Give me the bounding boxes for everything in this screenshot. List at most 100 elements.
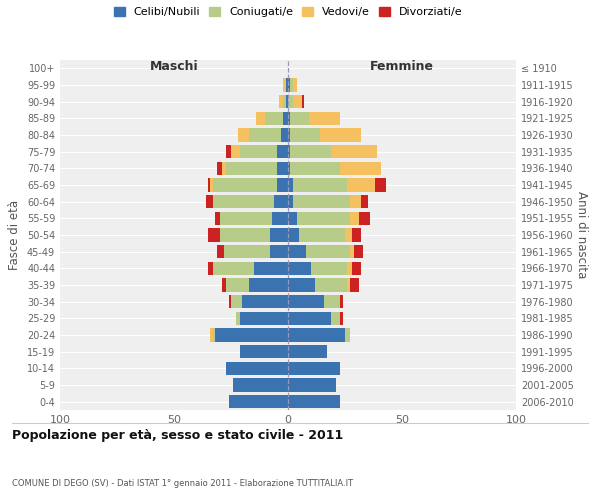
Text: COMUNE DI DEGO (SV) - Dati ISTAT 1° gennaio 2011 - Elaborazione TUTTITALIA.IT: COMUNE DI DEGO (SV) - Dati ISTAT 1° genn…: [12, 478, 353, 488]
Bar: [286, 95, 288, 108]
Bar: [288, 362, 340, 375]
Bar: [340, 312, 343, 325]
Bar: [277, 145, 288, 158]
Bar: [226, 162, 277, 175]
Bar: [233, 378, 288, 392]
Bar: [288, 278, 316, 291]
Bar: [325, 295, 340, 308]
Bar: [279, 95, 283, 108]
Bar: [288, 195, 293, 208]
Bar: [288, 262, 311, 275]
Bar: [347, 278, 350, 291]
Bar: [226, 362, 288, 375]
Bar: [302, 95, 304, 108]
Bar: [249, 128, 281, 141]
Bar: [215, 212, 220, 225]
Bar: [217, 245, 224, 258]
Bar: [320, 128, 361, 141]
Bar: [350, 245, 354, 258]
Bar: [359, 212, 370, 225]
Bar: [288, 212, 297, 225]
Bar: [283, 112, 288, 125]
Bar: [238, 128, 249, 141]
Bar: [288, 345, 327, 358]
Bar: [345, 328, 350, 342]
Legend: Celibi/Nubili, Coniugati/e, Vedovi/e, Divorziati/e: Celibi/Nubili, Coniugati/e, Vedovi/e, Di…: [112, 4, 464, 20]
Bar: [270, 245, 288, 258]
Bar: [213, 195, 274, 208]
Bar: [352, 228, 361, 241]
Bar: [347, 178, 374, 192]
Bar: [208, 178, 211, 192]
Bar: [288, 128, 290, 141]
Bar: [217, 162, 222, 175]
Bar: [286, 78, 288, 92]
Bar: [226, 145, 231, 158]
Bar: [270, 228, 288, 241]
Bar: [206, 195, 213, 208]
Bar: [288, 228, 299, 241]
Bar: [256, 112, 265, 125]
Bar: [283, 95, 286, 108]
Bar: [331, 312, 340, 325]
Bar: [229, 395, 288, 408]
Bar: [288, 112, 290, 125]
Bar: [211, 328, 213, 342]
Bar: [272, 212, 288, 225]
Bar: [290, 112, 308, 125]
Bar: [283, 78, 286, 92]
Bar: [265, 112, 283, 125]
Bar: [236, 312, 240, 325]
Bar: [277, 178, 288, 192]
Bar: [229, 295, 231, 308]
Bar: [347, 262, 352, 275]
Bar: [293, 95, 302, 108]
Bar: [288, 312, 331, 325]
Bar: [352, 262, 361, 275]
Bar: [231, 145, 240, 158]
Bar: [290, 128, 320, 141]
Bar: [340, 162, 382, 175]
Bar: [288, 95, 293, 108]
Bar: [281, 128, 288, 141]
Bar: [215, 328, 288, 342]
Bar: [249, 278, 288, 291]
Text: Maschi: Maschi: [149, 60, 199, 73]
Bar: [306, 245, 350, 258]
Bar: [224, 245, 270, 258]
Bar: [345, 228, 352, 241]
Bar: [290, 78, 293, 92]
Bar: [361, 195, 368, 208]
Y-axis label: Anni di nascita: Anni di nascita: [575, 192, 587, 278]
Bar: [226, 278, 249, 291]
Bar: [290, 145, 331, 158]
Bar: [208, 262, 213, 275]
Bar: [222, 162, 226, 175]
Bar: [290, 162, 340, 175]
Bar: [222, 278, 226, 291]
Bar: [240, 345, 288, 358]
Bar: [297, 212, 350, 225]
Bar: [293, 178, 347, 192]
Bar: [231, 295, 242, 308]
Bar: [213, 262, 254, 275]
Bar: [288, 395, 340, 408]
Bar: [220, 212, 272, 225]
Bar: [299, 228, 345, 241]
Bar: [288, 295, 325, 308]
Y-axis label: Fasce di età: Fasce di età: [8, 200, 21, 270]
Bar: [288, 378, 336, 392]
Bar: [213, 328, 215, 342]
Bar: [242, 295, 288, 308]
Text: Femmine: Femmine: [370, 60, 434, 73]
Bar: [288, 245, 306, 258]
Bar: [308, 112, 340, 125]
Bar: [293, 78, 297, 92]
Bar: [213, 178, 277, 192]
Text: Popolazione per età, sesso e stato civile - 2011: Popolazione per età, sesso e stato civil…: [12, 430, 343, 442]
Bar: [288, 78, 290, 92]
Bar: [288, 162, 290, 175]
Bar: [211, 178, 213, 192]
Bar: [240, 312, 288, 325]
Bar: [293, 195, 350, 208]
